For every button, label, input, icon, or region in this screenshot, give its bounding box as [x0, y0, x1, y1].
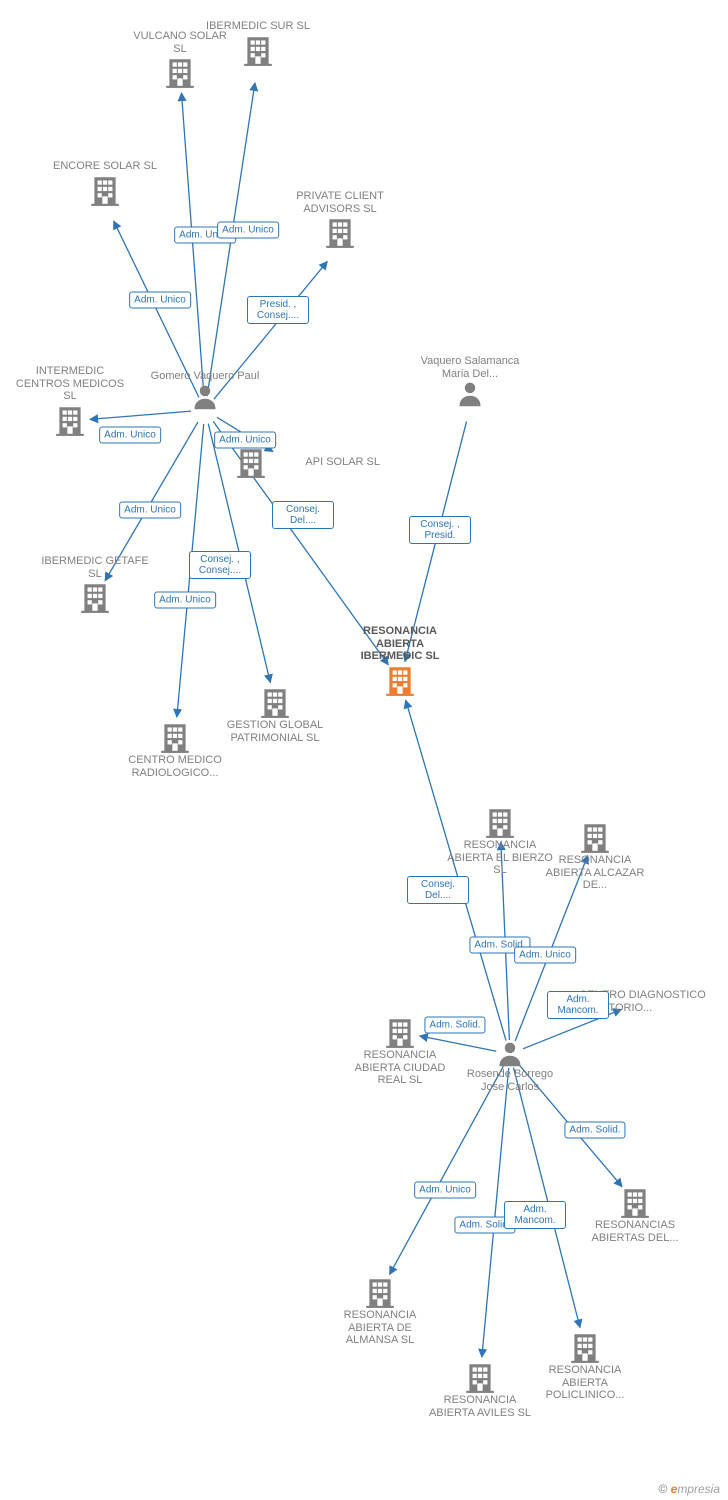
node-label: RESONANCIA ABIERTA CIUDAD REAL SL	[345, 1049, 455, 1087]
node-vaquero[interactable]: Vaquero Salamanca Maria Del...	[415, 355, 525, 408]
node-rai[interactable]: RESONANCIA ABIERTA IBERMEDIC SL	[345, 625, 455, 697]
edge-label-gomero-ibermedicsur: Adm. Unico	[217, 222, 279, 239]
node-ibermedicsur[interactable]: IBERMEDIC SUR SL	[203, 20, 313, 67]
node-getafe[interactable]: IBERMEDIC GETAFE SL	[40, 555, 150, 614]
copyright-symbol: ©	[658, 1482, 667, 1496]
node-aviles[interactable]: RESONANCIA ABIERTA AVILES SL	[425, 1360, 535, 1419]
edge-label-vaquero-rai: Consej. , Presid.	[409, 516, 471, 544]
node-label: IBERMEDIC SUR SL	[203, 20, 313, 33]
edge-label-gomero-rai: Consej. Del....	[272, 501, 334, 529]
node-centroMedico[interactable]: CENTRO MEDICO RADIOLOGICO...	[120, 720, 230, 779]
node-api[interactable]: API SOLAR SL	[200, 445, 380, 479]
node-gomero[interactable]: Gomero Vaquero Paul	[150, 370, 260, 411]
edge-label-gomero-centroMedico: Adm. Unico	[154, 592, 216, 609]
node-label: CENTRO MEDICO RADIOLOGICO...	[120, 754, 230, 779]
node-abiertasDel[interactable]: RESONANCIAS ABIERTAS DEL...	[580, 1185, 690, 1244]
node-label: PRIVATE CLIENT ADVISORS SL	[285, 190, 395, 215]
edge-label-gomero-gestion: Consej. , Consej....	[189, 551, 251, 579]
node-label: RESONANCIAS ABIERTAS DEL...	[580, 1219, 690, 1244]
edge-label-gomero-getafe: Adm. Unico	[119, 502, 181, 519]
edge-label-rosende-centroDiag: Adm. Mancom.	[547, 991, 609, 1019]
edge-rosende-almansa	[390, 1066, 504, 1274]
node-label: RESONANCIA ABIERTA ALCAZAR DE...	[540, 854, 650, 892]
node-label: Gomero Vaquero Paul	[150, 370, 260, 383]
copyright: © empresia	[658, 1482, 720, 1496]
node-label: GESTION GLOBAL PATRIMONIAL SL	[220, 719, 330, 744]
edge-label-rosende-abiertasDel: Adm. Solid.	[564, 1122, 625, 1139]
edge-rosende-policlinico	[513, 1068, 580, 1328]
edge-label-gomero-private: Presid. , Consej....	[247, 296, 309, 324]
edge-label-gomero-api: Adm. Unico	[214, 432, 276, 449]
edge-label-rosende-almansa: Adm. Unico	[414, 1182, 476, 1199]
edge-gomero-vulcano	[181, 93, 203, 396]
node-label: RESONANCIA ABIERTA IBERMEDIC SL	[345, 625, 455, 663]
node-label: Rosende Borrego Jose Carlos	[455, 1068, 565, 1093]
node-gestion[interactable]: GESTION GLOBAL PATRIMONIAL SL	[220, 685, 330, 744]
node-bierzo[interactable]: RESONANCIA ABIERTA EL BIERZO SL	[445, 805, 555, 877]
node-alcazar[interactable]: RESONANCIA ABIERTA ALCAZAR DE...	[540, 820, 650, 892]
node-label: RESONANCIA ABIERTA AVILES SL	[425, 1394, 535, 1419]
node-label: Vaquero Salamanca Maria Del...	[415, 355, 525, 380]
node-label: API SOLAR SL	[305, 456, 380, 469]
edge-label-rosende-alcazar: Adm. Unico	[514, 947, 576, 964]
brand-rest: mpresia	[677, 1482, 720, 1496]
node-label: RESONANCIA ABIERTA DE ALMANSA SL	[325, 1309, 435, 1347]
node-policlinico[interactable]: RESONANCIA ABIERTA POLICLINICO...	[530, 1330, 640, 1402]
node-label: RESONANCIA ABIERTA POLICLINICO...	[530, 1364, 640, 1402]
node-label: RESONANCIA ABIERTA EL BIERZO SL	[445, 839, 555, 877]
node-almansa[interactable]: RESONANCIA ABIERTA DE ALMANSA SL	[325, 1275, 435, 1347]
node-label: INTERMEDIC CENTROS MEDICOS SL	[15, 365, 125, 403]
edge-label-rosende-ciudadReal: Adm. Solid.	[424, 1017, 485, 1034]
node-label: IBERMEDIC GETAFE SL	[40, 555, 150, 580]
edge-label-rosende-rai: Consej. Del....	[407, 876, 469, 904]
node-private[interactable]: PRIVATE CLIENT ADVISORS SL	[285, 190, 395, 249]
node-label: ENCORE SOLAR SL	[50, 160, 160, 173]
node-encore[interactable]: ENCORE SOLAR SL	[50, 160, 160, 207]
node-rosende[interactable]: Rosende Borrego Jose Carlos	[455, 1040, 565, 1093]
edge-label-rosende-policlinico: Adm. Mancom.	[504, 1201, 566, 1229]
edge-label-gomero-intermedic: Adm. Unico	[99, 427, 161, 444]
edge-label-gomero-encore: Adm. Unico	[129, 292, 191, 309]
